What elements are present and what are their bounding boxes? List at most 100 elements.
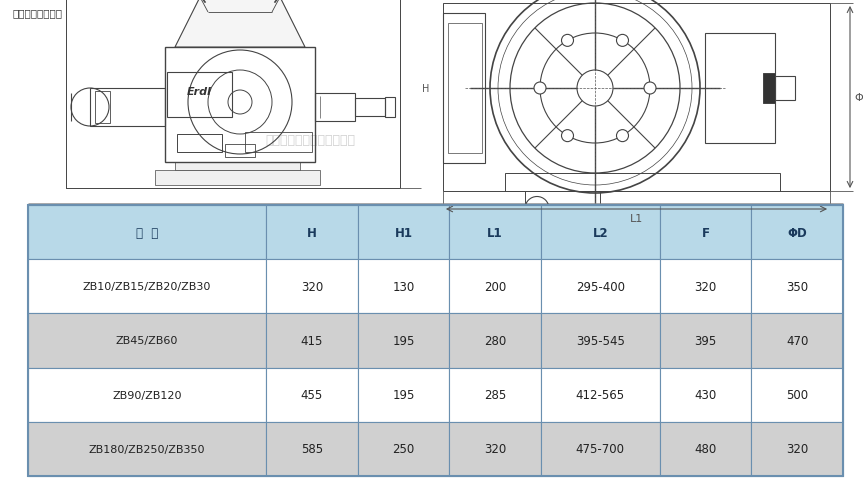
Bar (266, 368, 357, 422)
Bar (175, 163, 300, 171)
Text: 250: 250 (393, 443, 414, 455)
Circle shape (616, 130, 628, 142)
Bar (443, 14, 485, 163)
Bar (66, 0, 400, 189)
Bar (450, 422, 541, 476)
Text: ErdI: ErdI (187, 87, 212, 97)
Text: 280: 280 (484, 334, 506, 347)
Text: 型  号: 型 号 (135, 226, 158, 239)
Bar (28, 368, 266, 422)
Text: ZB180/ZB250/ZB350: ZB180/ZB250/ZB350 (89, 444, 205, 454)
Bar (450, 260, 541, 314)
Text: 475-700: 475-700 (576, 443, 625, 455)
Bar (167, 73, 232, 118)
Bar (165, 48, 315, 163)
Bar (266, 260, 357, 314)
Bar (225, 145, 255, 158)
Text: 480: 480 (695, 443, 717, 455)
Bar (505, 174, 780, 192)
Text: H1: H1 (394, 226, 413, 239)
Text: 395-545: 395-545 (576, 334, 625, 347)
Bar (266, 314, 357, 368)
Bar (357, 422, 450, 476)
Bar (266, 422, 357, 476)
Bar (245, 133, 312, 153)
Text: 320: 320 (786, 443, 809, 455)
Text: F: F (702, 226, 709, 239)
Text: 415: 415 (300, 334, 323, 347)
Bar (357, 260, 450, 314)
Bar (28, 260, 266, 314)
Bar (775, 77, 795, 101)
Text: 320: 320 (484, 443, 506, 455)
Text: L1: L1 (630, 214, 643, 224)
Text: 430: 430 (695, 388, 717, 401)
Text: 295-400: 295-400 (576, 280, 625, 293)
Bar (385, 98, 395, 118)
Text: 455: 455 (300, 388, 323, 401)
Text: 195: 195 (393, 334, 414, 347)
Bar (450, 314, 541, 368)
Bar (28, 422, 266, 476)
Bar (28, 205, 843, 476)
Bar (448, 24, 482, 154)
Bar (660, 314, 752, 368)
Bar (752, 368, 843, 422)
Text: H: H (422, 84, 430, 94)
Text: 外形及外形尺寸表: 外形及外形尺寸表 (12, 8, 62, 18)
Bar (752, 422, 843, 476)
Bar (752, 205, 843, 260)
Bar (541, 314, 660, 368)
Bar (28, 205, 266, 260)
Circle shape (562, 35, 574, 47)
Bar (28, 314, 266, 368)
Bar (660, 205, 752, 260)
Text: 412-565: 412-565 (576, 388, 625, 401)
Text: ZB45/ZB60: ZB45/ZB60 (116, 336, 179, 346)
Bar (357, 368, 450, 422)
Text: ZB90/ZB120: ZB90/ZB120 (112, 390, 182, 400)
Bar (660, 260, 752, 314)
Text: ΦD: ΦD (854, 93, 863, 103)
Text: 395: 395 (695, 334, 717, 347)
Bar (525, 192, 600, 226)
Text: 585: 585 (301, 443, 323, 455)
Circle shape (562, 130, 574, 142)
Bar (155, 171, 320, 185)
Bar (541, 368, 660, 422)
Bar (752, 260, 843, 314)
Bar (357, 314, 450, 368)
Text: 285: 285 (484, 388, 506, 401)
Polygon shape (175, 0, 305, 48)
Bar (443, 4, 830, 192)
Text: 130: 130 (393, 280, 414, 293)
Text: L2: L2 (593, 226, 608, 239)
Text: L1: L1 (488, 226, 503, 239)
Bar (660, 422, 752, 476)
Text: 上海湖泉阀门集团有限公司: 上海湖泉阀门集团有限公司 (265, 134, 355, 147)
Bar (752, 314, 843, 368)
Bar (315, 94, 355, 122)
Text: 200: 200 (484, 280, 506, 293)
Bar (763, 74, 775, 104)
Circle shape (616, 35, 628, 47)
Bar (450, 368, 541, 422)
Bar (266, 205, 357, 260)
Text: 470: 470 (786, 334, 809, 347)
Text: 320: 320 (695, 280, 717, 293)
Bar (177, 135, 222, 153)
Bar (541, 260, 660, 314)
Text: H: H (307, 226, 317, 239)
Bar (357, 205, 450, 260)
Bar (705, 34, 775, 143)
Circle shape (644, 83, 656, 95)
Bar (660, 368, 752, 422)
Bar (541, 205, 660, 260)
Bar (95, 92, 110, 124)
Text: ZB10/ZB15/ZB20/ZB30: ZB10/ZB15/ZB20/ZB30 (83, 282, 211, 292)
Text: 320: 320 (300, 280, 323, 293)
Bar (355, 99, 385, 117)
Circle shape (534, 83, 546, 95)
Text: ΦD: ΦD (787, 226, 807, 239)
Bar (450, 205, 541, 260)
